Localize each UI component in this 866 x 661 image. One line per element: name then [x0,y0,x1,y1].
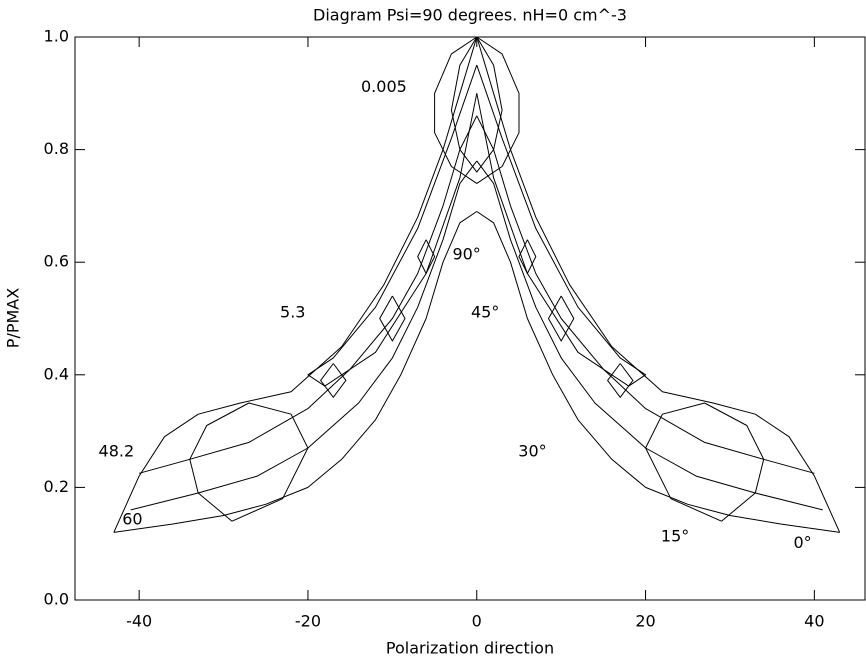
y-axis-label: P/PMAX [4,288,23,348]
y-tick-label: 0.2 [44,477,69,496]
annotation: 48.2 [99,441,135,460]
curve [434,36,520,184]
curve [138,115,478,474]
curve [607,363,634,398]
curve [417,239,436,274]
plot-frame [74,36,866,601]
curve [476,160,823,511]
y-tick-label: 0.6 [44,252,69,271]
annotation: 45° [471,302,499,321]
x-axis-label: Polarization direction [386,639,554,658]
curve [130,160,478,511]
curve [450,36,503,173]
curve [307,64,478,387]
x-tick-label: 0 [472,612,482,631]
curve [518,239,537,274]
curve [189,402,309,522]
annotation: 15° [661,526,689,545]
annotation: 0.005 [361,77,407,96]
curve [548,295,575,342]
curve [476,64,647,387]
curve [113,211,478,533]
x-tick-label: 40 [804,612,824,631]
curve [320,363,347,398]
y-tick-label: 0.4 [44,364,69,383]
curve [113,36,478,533]
y-tick-label: 0.8 [44,139,69,158]
curve [379,295,406,342]
annotation: 60 [122,510,142,529]
x-tick-label: -20 [295,612,321,631]
x-tick-label: 20 [635,612,655,631]
annotation: 0° [793,533,811,552]
x-tick-label: -40 [126,612,152,631]
y-tick-label: 1.0 [44,27,69,46]
curve [645,402,765,522]
y-tick-label: 0.0 [44,590,69,609]
curve [476,115,815,474]
curve [476,211,840,533]
annotation: 5.3 [280,302,305,321]
annotation: 90° [452,244,480,263]
chart-title: Diagram Psi=90 degrees. nH=0 cm^-3 [313,6,627,25]
annotation: 30° [518,441,546,460]
